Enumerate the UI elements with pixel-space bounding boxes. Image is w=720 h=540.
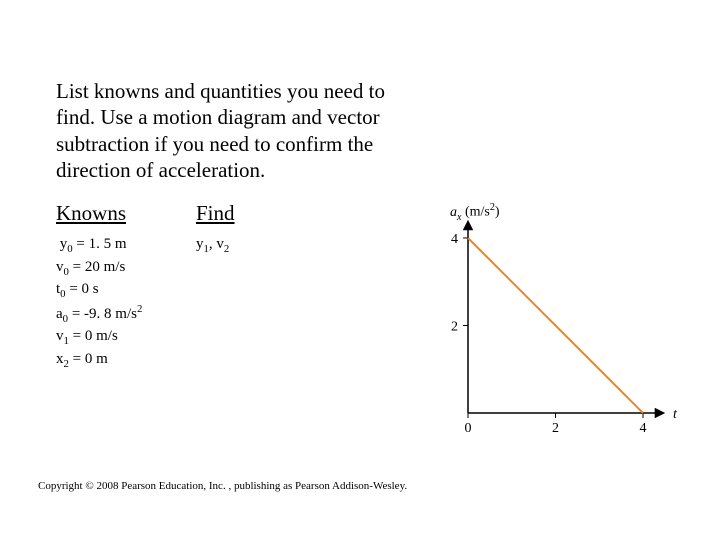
svg-text:2: 2: [552, 421, 559, 436]
find-list: y1, v2: [196, 234, 316, 257]
knowns-item: v1 = 0 m/s: [56, 326, 196, 349]
knowns-item: y0 = 1. 5 m: [56, 234, 196, 257]
knowns-item: a0 = -9. 8 m/s2: [56, 302, 196, 327]
knowns-list: y0 = 1. 5 mv0 = 20 m/st0 = 0 sa0 = -9. 8…: [56, 234, 196, 371]
knowns-item: v0 = 20 m/s: [56, 257, 196, 280]
copyright-text: Copyright © 2008 Pearson Education, Inc.…: [38, 480, 407, 492]
knowns-find-columns: Knowns y0 = 1. 5 mv0 = 20 m/st0 = 0 sa0 …: [56, 201, 396, 371]
knowns-header: Knowns: [56, 201, 196, 226]
find-header: Find: [196, 201, 316, 226]
knowns-item: x2 = 0 m: [56, 349, 196, 372]
svg-text:4: 4: [451, 232, 458, 247]
svg-text:t: t: [673, 407, 678, 422]
svg-text:2: 2: [451, 320, 458, 335]
knowns-column: Knowns y0 = 1. 5 mv0 = 20 m/st0 = 0 sa0 …: [56, 201, 196, 371]
instruction-text: List knowns and quantities you need to f…: [56, 78, 396, 183]
svg-text:4: 4: [640, 421, 647, 436]
chart-y-axis-label: ax (m/s2): [450, 202, 500, 222]
acceleration-chart: 02424tax (m/s2): [434, 210, 693, 441]
find-column: Find y1, v2: [196, 201, 316, 371]
svg-text:0: 0: [465, 421, 472, 436]
knowns-item: t0 = 0 s: [56, 279, 196, 302]
